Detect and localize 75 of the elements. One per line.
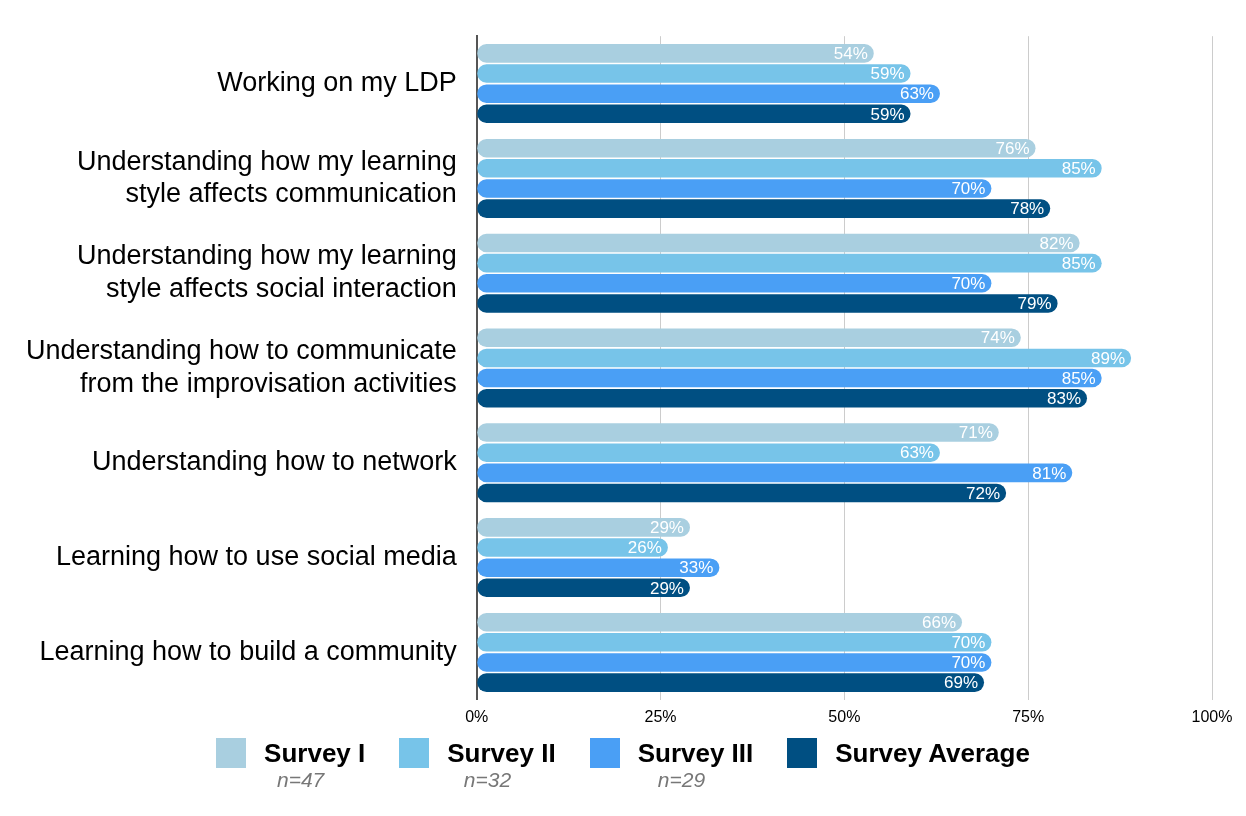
data-label: 33% bbox=[679, 558, 714, 578]
y-tick-label: Understanding how to network bbox=[92, 446, 458, 477]
bar bbox=[477, 633, 992, 652]
data-label: 29% bbox=[649, 518, 684, 538]
data-label: 89% bbox=[1091, 348, 1126, 368]
bar bbox=[477, 673, 985, 692]
data-label: 70% bbox=[951, 273, 986, 293]
bar bbox=[477, 368, 1102, 388]
bar bbox=[477, 64, 911, 83]
bar bbox=[477, 138, 1036, 158]
bar bbox=[477, 159, 1102, 178]
text: n=29 bbox=[657, 768, 706, 792]
data-label: 74% bbox=[980, 328, 1015, 348]
bar bbox=[477, 443, 940, 462]
bar bbox=[477, 294, 1058, 313]
data-label: 63% bbox=[899, 443, 934, 463]
data-label: 79% bbox=[1017, 294, 1052, 314]
x-tick-label: 25% bbox=[644, 707, 677, 725]
bar bbox=[477, 104, 911, 124]
bar bbox=[477, 578, 690, 598]
bar bbox=[477, 44, 874, 63]
bar bbox=[477, 653, 992, 672]
data-label: 85% bbox=[1061, 253, 1096, 273]
data-label: 66% bbox=[921, 612, 957, 632]
y-tick-label: Understanding how my learning style affects social interaction bbox=[77, 240, 457, 303]
x-tick-label: 100% bbox=[1191, 707, 1233, 725]
bar bbox=[477, 423, 999, 442]
data-label: 76% bbox=[995, 138, 1030, 158]
bar bbox=[477, 518, 690, 537]
data-label: 71% bbox=[958, 423, 993, 443]
bar bbox=[477, 348, 1132, 368]
x-tick-label: 0% bbox=[465, 707, 489, 725]
data-label: 63% bbox=[899, 84, 934, 104]
bar bbox=[477, 199, 1051, 218]
bar bbox=[477, 274, 992, 293]
bar bbox=[477, 253, 1102, 273]
legend-label: Survey II bbox=[447, 738, 556, 768]
legend-label: Survey Average bbox=[835, 738, 1030, 768]
data-label: 78% bbox=[1010, 199, 1045, 219]
bar bbox=[477, 558, 720, 577]
y-tick-label: Understanding how my learning style affects communication bbox=[77, 145, 457, 209]
bar bbox=[477, 84, 940, 103]
data-label: 70% bbox=[951, 633, 986, 653]
y-tick-label: Working on my LDP bbox=[217, 67, 457, 98]
data-label: 26% bbox=[627, 538, 662, 558]
legend-label: Survey III bbox=[637, 738, 754, 768]
legend-label: Survey I bbox=[264, 738, 366, 768]
data-label: 70% bbox=[951, 653, 986, 673]
x-tick-label: 50% bbox=[828, 707, 861, 725]
y-tick-label: Understanding how to communicate from the improvisation activities bbox=[26, 335, 457, 398]
data-label: 54% bbox=[833, 44, 868, 64]
data-label: 82% bbox=[1039, 233, 1074, 253]
data-label: 59% bbox=[870, 104, 905, 124]
x-tick-label: 75% bbox=[1012, 707, 1045, 725]
y-tick-label: Learning how to build a community bbox=[39, 635, 458, 666]
y-tick-label: Learning how to use social media bbox=[55, 541, 458, 572]
bar bbox=[477, 233, 1080, 253]
data-label: 72% bbox=[966, 483, 1001, 503]
bar bbox=[477, 328, 1021, 348]
data-label: 59% bbox=[870, 64, 905, 84]
data-label: 83% bbox=[1046, 388, 1081, 408]
bar bbox=[477, 388, 1088, 408]
bar bbox=[477, 538, 668, 557]
data-label: 85% bbox=[1061, 368, 1096, 388]
bar bbox=[477, 463, 1073, 483]
bar bbox=[477, 483, 1007, 503]
data-label: 29% bbox=[649, 578, 684, 598]
bar bbox=[477, 612, 963, 632]
data-label: 85% bbox=[1061, 159, 1096, 179]
text: n=32 bbox=[463, 768, 512, 792]
text: n=47 bbox=[277, 768, 325, 792]
data-label: 81% bbox=[1032, 463, 1067, 483]
bar bbox=[477, 179, 992, 198]
data-label: 70% bbox=[951, 179, 986, 199]
data-label: 69% bbox=[944, 673, 979, 693]
